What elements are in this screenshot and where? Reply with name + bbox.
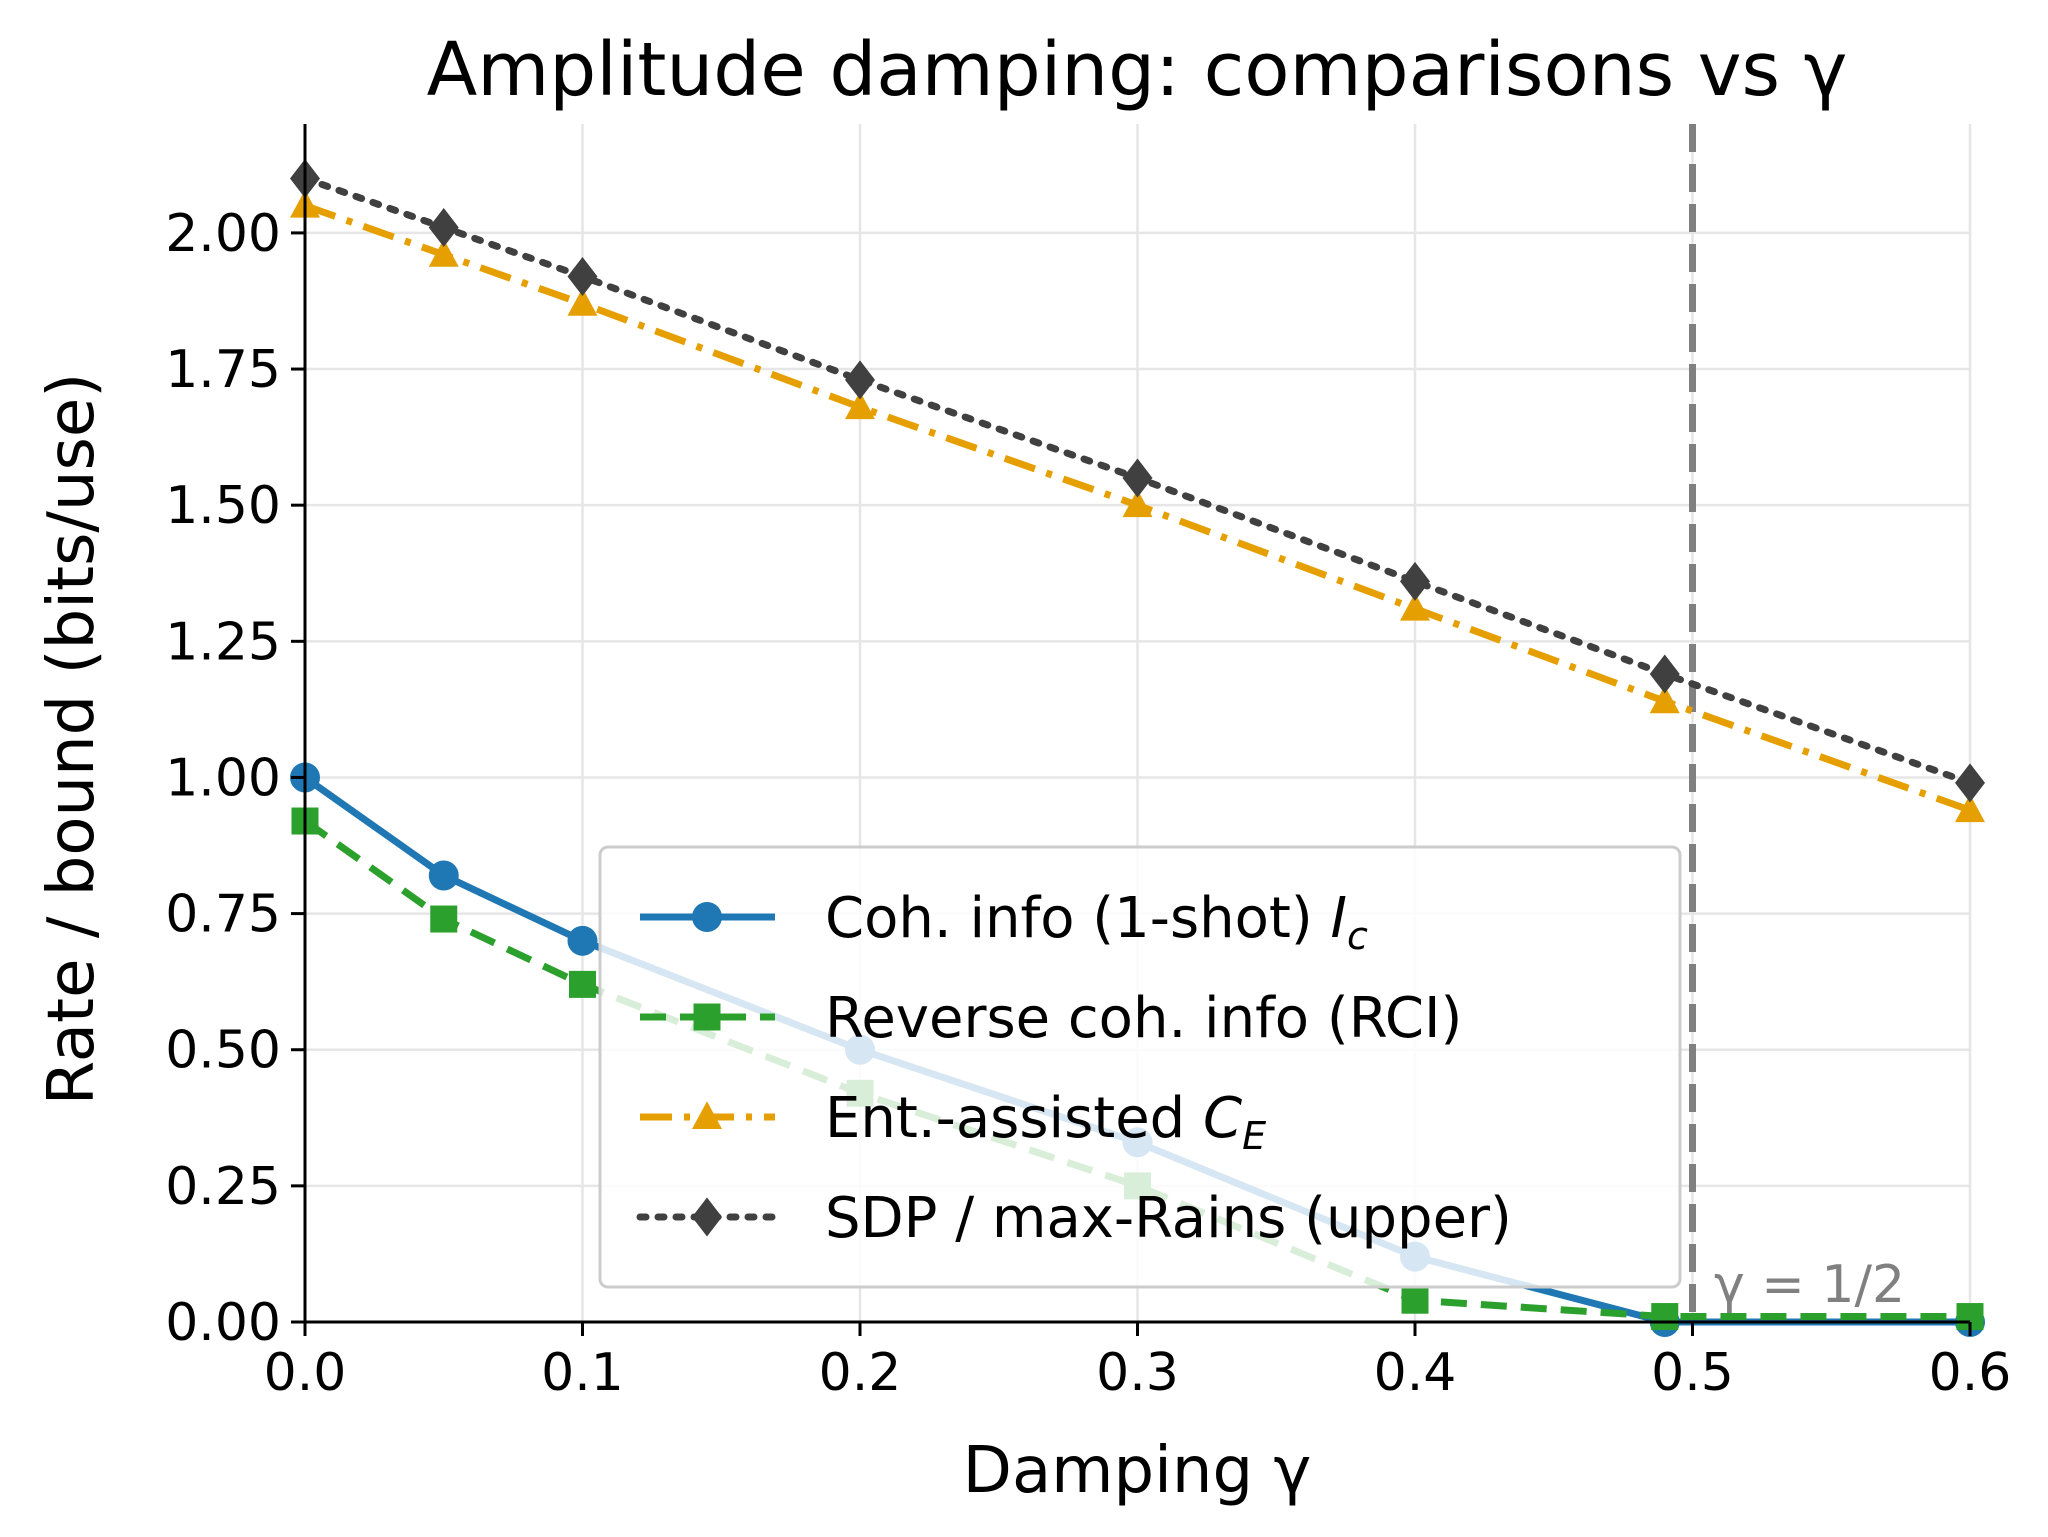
data-point-0-2 <box>567 925 598 956</box>
y-tick-label-4: 1.00 <box>165 748 281 808</box>
legend-label-0: Coh. info (1-shot) Ic <box>825 886 1368 958</box>
x-tick-label-2: 0.2 <box>819 1343 902 1403</box>
series-line-3 <box>301 174 1974 787</box>
data-point-2-4 <box>1122 489 1153 518</box>
legend[interactable]: Coh. info (1-shot) Ic Reverse coh. info (… <box>598 845 1682 1289</box>
data-point-1-5 <box>1401 1286 1429 1314</box>
legend-label-3: SDP / max-Rains (upper) <box>825 1186 1512 1251</box>
legend-swatch-marker-0 <box>692 902 722 932</box>
data-point-2-2 <box>567 287 598 316</box>
x-tick-label-0: 0.0 <box>264 1343 347 1403</box>
data-point-1-6 <box>1651 1303 1679 1331</box>
x-tick-label-5: 0.5 <box>1651 1343 1734 1403</box>
y-tick-label-8: 2.00 <box>165 204 281 264</box>
x-tick-label-6: 0.6 <box>1929 1343 2012 1403</box>
y-tick-label-0: 0.00 <box>165 1293 281 1353</box>
y-axis-label: Rate / bound (bits/use) <box>35 373 109 1106</box>
legend-label-1: Reverse coh. info (RCI) <box>825 986 1462 1051</box>
legend-swatch-marker-1 <box>693 1003 721 1031</box>
data-point-3-6 <box>1649 654 1680 694</box>
data-point-2-1 <box>428 238 459 267</box>
legend-math-0: I <box>1331 886 1348 951</box>
y-tick-label-5: 1.25 <box>165 612 281 672</box>
legend-swatch-marker-2 <box>692 1101 722 1129</box>
x-tick-label-1: 0.1 <box>541 1343 624 1403</box>
legend-item-3[interactable]: SDP / max-Rains (upper) <box>636 1186 1512 1251</box>
x-tick-label-3: 0.3 <box>1096 1343 1179 1403</box>
data-point-3-5 <box>1400 561 1430 601</box>
data-point-3-1 <box>428 207 459 247</box>
data-point-3-4 <box>1122 458 1153 498</box>
data-point-2-5 <box>1400 592 1430 621</box>
x-axis-label: Damping γ <box>963 1434 1312 1508</box>
x-tick-label-4: 0.4 <box>1374 1343 1457 1403</box>
legend-swatch-marker-3 <box>692 1197 722 1237</box>
legend-math-sub-2: E <box>1242 1114 1266 1158</box>
chart-title: Amplitude damping: comparisons vs γ <box>427 27 1848 113</box>
legend-item-2[interactable]: Ent.-assisted CE <box>640 1086 1266 1158</box>
data-point-0-1 <box>428 860 459 891</box>
legend-math-2: C <box>1203 1086 1242 1151</box>
y-tick-label-7: 1.75 <box>165 340 281 400</box>
data-point-3-2 <box>567 256 598 296</box>
data-point-2-3 <box>845 391 875 420</box>
y-tick-label-2: 0.50 <box>165 1021 281 1081</box>
y-tick-label-1: 0.25 <box>165 1157 281 1217</box>
y-tick-label-3: 0.75 <box>165 885 281 945</box>
data-point-1-1 <box>430 905 458 933</box>
legend-item-1[interactable]: Reverse coh. info (RCI) <box>640 986 1462 1051</box>
legend-label-2: Ent.-assisted CE <box>825 1086 1266 1158</box>
data-point-2-6 <box>1649 685 1680 714</box>
series-line-2 <box>303 202 1972 814</box>
legend-item-0[interactable]: Coh. info (1-shot) Ic <box>640 886 1368 958</box>
data-point-1-2 <box>569 970 596 998</box>
data-point-3-3 <box>845 360 875 400</box>
y-tick-label-6: 1.50 <box>165 476 281 536</box>
data-point-3-7 <box>1955 763 1985 803</box>
reference-line-label: γ = 1/2 <box>1714 1255 1905 1315</box>
tick-labels: 0.0 0.1 0.2 0.3 0.4 0.5 0.6 0.00 0.25 0.50 0.75 1.0… <box>165 204 2011 1403</box>
legend-math-sub-0: c <box>1347 914 1368 958</box>
legend-box <box>598 845 1682 1289</box>
data-point-2-7 <box>1955 794 1985 823</box>
series-2 <box>290 189 1985 823</box>
